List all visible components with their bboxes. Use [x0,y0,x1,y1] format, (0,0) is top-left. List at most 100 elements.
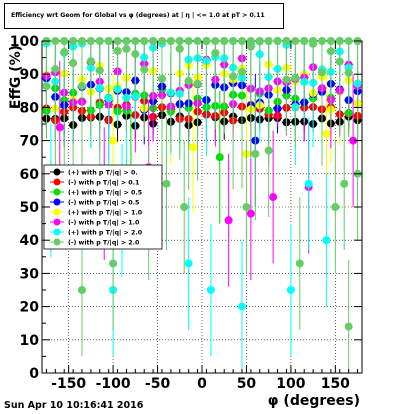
x-tick-label: 0 [197,376,207,392]
data-point [304,179,313,188]
timestamp: Sun Apr 10 10:16:41 2016 [4,400,144,411]
data-point [202,37,211,45]
data-point [78,37,86,45]
data-point [229,72,238,81]
x-tick-label: 100 [276,376,305,392]
data-point [264,37,273,45]
legend-marker [53,218,61,226]
data-point [242,203,251,211]
data-point [140,37,149,45]
data-point [78,81,86,90]
data-point [282,37,291,45]
data-point [78,286,86,294]
data-point [104,37,113,45]
data-point [175,37,184,45]
y-tick-label: 60 [20,167,40,183]
data-point [86,37,95,45]
data-point [220,37,229,45]
data-point [211,48,220,57]
data-point [238,37,246,45]
legend-marker [53,238,61,246]
data-point [55,123,64,132]
y-tick-label: 80 [20,100,40,116]
data-point [162,179,171,188]
data-point [291,37,300,45]
chart-title: Efficiency wrt Geom for Global vs φ (deg… [11,12,265,19]
data-point [122,44,131,53]
data-point [331,203,340,211]
data-point [322,129,331,138]
x-axis-label: φ (degrees) [268,393,360,409]
data-point [184,259,193,268]
x-tick-label: -50 [145,376,171,392]
data-point [158,37,166,45]
data-point [238,67,246,76]
data-point [322,236,331,245]
data-point [95,37,104,45]
x-tick-label: -150 [51,376,86,392]
data-point [211,37,220,45]
y-tick-label: 40 [20,233,40,249]
data-point [166,37,175,45]
data-point [184,76,193,85]
data-point [309,37,318,45]
data-point [158,74,166,83]
data-point [238,302,246,311]
data-point [193,37,202,45]
x-tick-label: 150 [321,376,350,392]
data-point [229,37,238,45]
data-point [122,37,131,45]
y-tick-label: 0 [29,366,39,382]
data-point [224,216,233,225]
data-point [335,57,344,66]
legend-label: (-) with p T/|q| > 0.5 [68,200,139,208]
data-point [215,153,224,162]
data-point [113,46,122,55]
data-point [273,37,282,45]
data-point [193,79,202,88]
data-point [51,65,60,74]
data-point [109,136,118,145]
legend-label: (-) with p T/|q| > 0.1 [68,180,139,188]
data-point [51,37,60,45]
data-point [344,37,353,45]
y-tick-label: 10 [20,333,40,349]
data-point [246,42,255,51]
y-tick-label: 50 [20,200,40,216]
data-point [86,57,95,66]
data-point [113,37,122,45]
data-point [291,73,300,82]
legend-marker [53,168,61,176]
data-point [295,259,304,268]
data-point [175,44,184,53]
data-point [335,37,344,45]
data-point [42,82,51,91]
y-axis-label: EffG (%) [8,45,24,109]
data-point [140,65,149,74]
legend-label: (+) with p T/|q| > 1.0 [68,210,143,218]
data-point [300,37,309,45]
legend-marker [53,208,61,216]
data-point [318,68,326,77]
data-point [60,48,69,57]
data-point [69,59,78,68]
data-point [264,146,273,155]
data-point [251,149,260,158]
legend-label: (-) with p T/|q| > 1.0 [68,220,140,228]
data-point [286,286,295,294]
data-point [318,37,326,45]
data-point [349,136,358,145]
data-point [206,286,215,294]
data-point [255,37,264,45]
data-point [149,37,158,45]
legend-marker [53,188,61,196]
legend-label: (-) with p T/|q| > 2.0 [68,240,140,248]
x-tick-label: -100 [96,376,131,392]
data-point [189,143,198,152]
x-tick-label: 50 [237,376,257,392]
data-point [184,37,193,45]
data-point [95,66,104,75]
data-point [131,37,140,45]
data-point [69,37,78,45]
